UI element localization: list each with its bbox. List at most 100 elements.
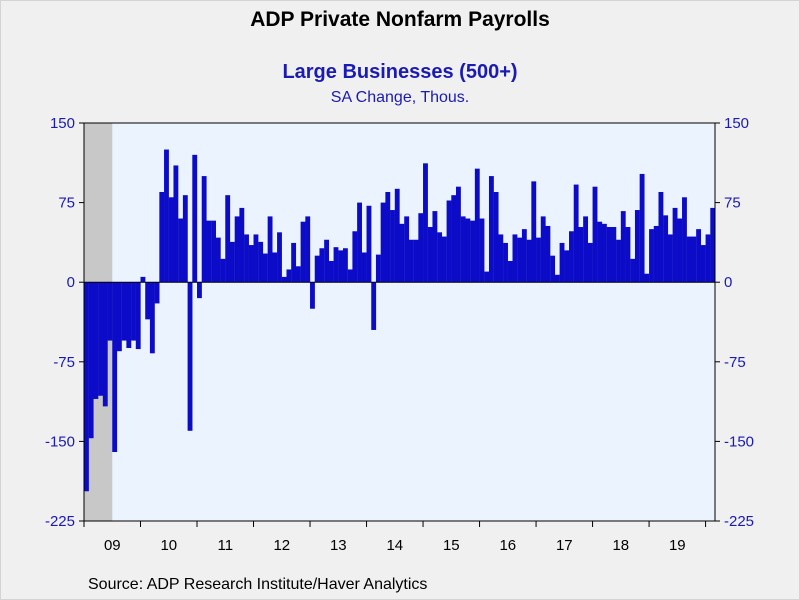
bar [700, 245, 706, 283]
bar [456, 186, 461, 283]
bar [295, 266, 301, 283]
x-year-label: 14 [386, 537, 403, 554]
bar [291, 242, 297, 283]
bar [98, 282, 103, 396]
bar [277, 232, 282, 283]
bar [620, 211, 626, 283]
bar [121, 282, 127, 341]
bar [126, 282, 132, 348]
x-year-label: 09 [104, 537, 121, 554]
bar [253, 234, 259, 283]
bar [592, 186, 598, 283]
bar [573, 184, 579, 283]
bar [112, 282, 118, 453]
bar [178, 218, 184, 283]
bar [536, 237, 541, 283]
bar [300, 221, 306, 283]
bar [644, 273, 650, 283]
bar [380, 202, 386, 283]
bar [413, 239, 419, 283]
bar [305, 216, 311, 283]
bar [446, 200, 452, 283]
bar [215, 237, 221, 283]
bar [427, 227, 433, 283]
bar [201, 176, 207, 283]
bar [597, 221, 603, 283]
bar [658, 191, 664, 283]
bar [244, 234, 249, 283]
bar [225, 195, 231, 283]
bar [192, 154, 198, 283]
bar [361, 252, 367, 283]
bar [649, 229, 654, 283]
bar [691, 236, 697, 283]
bar [347, 269, 353, 283]
bar [404, 216, 410, 283]
bar [234, 216, 240, 283]
bar [324, 239, 330, 283]
x-year-label: 12 [273, 537, 290, 554]
bar [375, 254, 381, 283]
bar [131, 282, 136, 341]
bar [559, 242, 565, 283]
bar [498, 234, 504, 283]
bar [408, 239, 414, 283]
bar [267, 216, 273, 283]
bar [182, 195, 188, 283]
bar [385, 191, 391, 283]
bar [611, 227, 617, 283]
bar [135, 282, 141, 350]
bar [710, 207, 716, 283]
bar [281, 276, 287, 283]
y-tick-label-right: -150 [724, 433, 754, 450]
bar [465, 218, 471, 283]
bar [686, 236, 692, 283]
bar [432, 211, 438, 283]
bar [507, 260, 513, 283]
y-tick-label-left: 75 [58, 195, 75, 212]
bar [705, 234, 711, 283]
y-tick-label-left: 150 [50, 115, 75, 132]
bar [587, 242, 593, 283]
bar [493, 191, 499, 283]
bar [220, 258, 226, 283]
bar [639, 173, 645, 283]
x-year-label: 13 [330, 537, 347, 554]
bar [503, 242, 508, 283]
bar [357, 202, 362, 283]
plot-area [84, 123, 715, 521]
y-tick-label-left: -225 [45, 513, 75, 530]
bar [512, 234, 518, 283]
bar [342, 248, 348, 283]
bar [474, 168, 480, 283]
bar [394, 188, 400, 283]
bar [197, 282, 202, 299]
bar [578, 227, 584, 283]
bar [441, 236, 447, 283]
x-year-label: 15 [443, 537, 460, 554]
bar [437, 232, 443, 283]
bar [314, 255, 320, 283]
bar [667, 234, 673, 283]
bar [93, 282, 99, 399]
bar [338, 250, 344, 283]
chart-subtitle: Large Businesses (500+) [282, 61, 518, 83]
bar [630, 258, 636, 283]
bar [479, 218, 485, 283]
bar [310, 282, 315, 309]
bar [540, 216, 546, 283]
bar [550, 255, 556, 283]
x-year-label: 11 [218, 537, 234, 554]
bar [470, 220, 475, 283]
bar [371, 282, 377, 330]
bar [418, 213, 424, 283]
bar [154, 282, 160, 304]
y-tick-label-left: -75 [53, 354, 75, 371]
bar [116, 282, 122, 352]
bar [333, 247, 339, 283]
bar [239, 207, 245, 283]
bar [484, 271, 490, 283]
bar [84, 282, 89, 492]
bar [606, 227, 612, 283]
